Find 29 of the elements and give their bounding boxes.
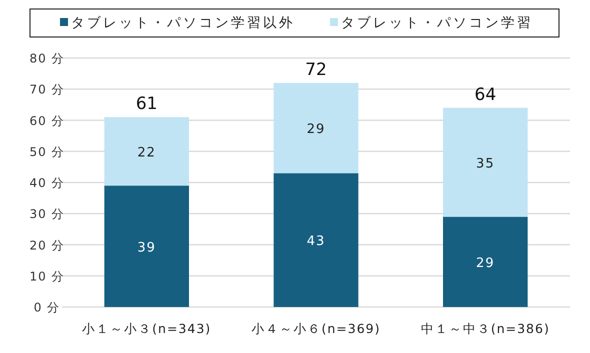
x-tick-label: 小１～小３(n=343) xyxy=(82,321,212,336)
x-tick-label: 中１～中３(n=386) xyxy=(420,321,550,336)
y-tick-label: 60 分 xyxy=(29,114,65,128)
bar xyxy=(104,117,189,186)
bar xyxy=(443,108,528,217)
bar xyxy=(274,82,358,174)
bar xyxy=(274,173,358,307)
total-label: 64 xyxy=(474,84,496,105)
bar xyxy=(104,186,189,307)
y-tick-label: 0 分 xyxy=(34,300,60,314)
data-label: 29 xyxy=(476,256,495,271)
y-tick-label: 40 分 xyxy=(29,176,65,190)
x-tick-label: 小４～小６(n=369) xyxy=(251,321,381,336)
y-tick-label: 50 分 xyxy=(29,144,65,159)
y-tick-label: 20 分 xyxy=(29,238,65,252)
data-label: 43 xyxy=(306,234,326,250)
y-tick-label: 80 分 xyxy=(29,52,65,66)
legend-label: タブレット・パソコン学習以外 xyxy=(71,15,295,31)
data-label: 22 xyxy=(137,145,156,160)
total-label: 72 xyxy=(305,60,327,80)
y-tick-label: 10 分 xyxy=(29,269,65,284)
data-label: 29 xyxy=(306,122,326,138)
legend-label: タブレット・パソコン学習 xyxy=(341,15,533,31)
total-label: 61 xyxy=(136,94,158,114)
y-tick-label: 30 分 xyxy=(29,207,65,222)
bar xyxy=(443,216,528,307)
data-label: 39 xyxy=(137,240,156,256)
data-label: 35 xyxy=(476,156,495,172)
y-tick-label: 70 分 xyxy=(29,82,65,97)
